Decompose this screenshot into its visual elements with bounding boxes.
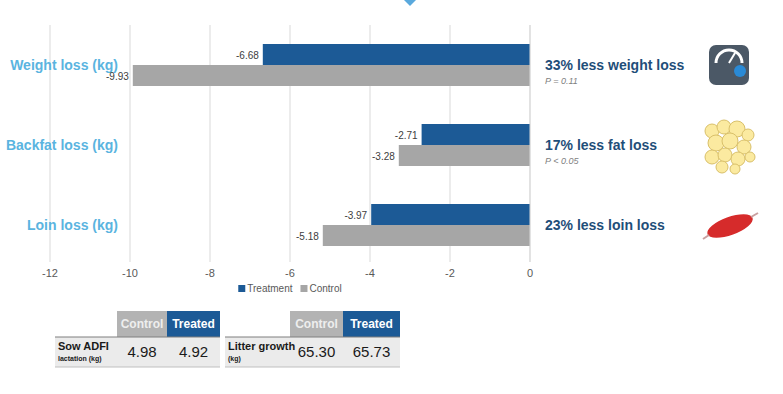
fat-cell: [745, 152, 755, 162]
header-label: Treated: [172, 317, 215, 331]
chart: -12 -10 -8 -6 -4 -2 0 Weight loss (kg) -6.68 -9.9…: [0, 0, 783, 394]
cell-value: 65.30: [298, 343, 336, 360]
row-rule: [55, 337, 220, 338]
data-label: -5.18: [296, 231, 319, 242]
grid-line: [530, 25, 531, 262]
scale-needle: [729, 53, 735, 63]
muscle-tendon: [751, 213, 758, 217]
fat-cell: [722, 133, 738, 149]
bar: [323, 225, 530, 246]
annotation: 17% less fat loss: [545, 137, 657, 153]
fat-cell: [705, 150, 719, 164]
row-rule: [55, 367, 220, 368]
bars: [133, 44, 530, 246]
row-bg: [225, 337, 400, 367]
header-label: Control: [295, 317, 338, 331]
tick-label: -8: [205, 267, 215, 279]
fat-cell: [742, 129, 754, 141]
legend: Treatment Control: [238, 283, 341, 294]
cell-value: 4.98: [127, 343, 156, 360]
header-cell: [290, 311, 343, 337]
bar: [133, 65, 530, 86]
bar: [399, 145, 530, 166]
table: Control Treated Sow ADFI lactation (kg) 4.98…: [55, 311, 220, 367]
scale-badge: [734, 65, 746, 77]
fat-cell: [716, 161, 728, 173]
header-cell: [167, 311, 220, 337]
legend-swatch: [300, 285, 307, 292]
fat-cell: [718, 148, 732, 162]
category-label: Backfat loss (kg): [6, 137, 118, 153]
tick-label: -2: [445, 267, 455, 279]
row-bg: [55, 337, 220, 367]
bar: [371, 204, 530, 225]
row-rule: [225, 367, 400, 368]
tick-label: -4: [365, 267, 375, 279]
data-label: -2.71: [395, 130, 418, 141]
muscle-icon: [704, 209, 755, 242]
top-marker: [404, 0, 416, 6]
header-cell: [343, 311, 400, 337]
legend-swatch: [238, 285, 245, 292]
category-label: Weight loss (kg): [10, 57, 118, 73]
tick-label: 0: [527, 267, 533, 279]
cell-value: 4.92: [179, 343, 208, 360]
table: Control Treated Litter growth (kg) 65.30 65.7…: [225, 311, 400, 367]
tick-label: -12: [42, 267, 58, 279]
header-label: Treated: [350, 317, 393, 331]
bar: [263, 44, 530, 65]
category-label: Loin loss (kg): [27, 217, 118, 233]
annotation-note: P = 0.11: [545, 76, 578, 86]
header-cell: [117, 311, 167, 337]
row-label: Litter growth: [228, 340, 295, 352]
row-label: Sow ADFI: [58, 340, 109, 352]
legend-label: Treatment: [247, 283, 292, 294]
cell-value: 65.73: [353, 343, 391, 360]
legend-label: Control: [309, 283, 341, 294]
icons: [703, 45, 758, 243]
bar: [422, 124, 530, 145]
tick-label: -10: [122, 267, 138, 279]
muscle-tendon: [703, 235, 709, 239]
grid-line: [130, 25, 131, 262]
grid-line: [210, 25, 211, 262]
tick-label: -6: [285, 267, 295, 279]
data-label: -3.28: [372, 151, 395, 162]
row-rule: [225, 337, 400, 338]
annotation: 23% less loin loss: [545, 217, 665, 233]
header-label: Control: [121, 317, 164, 331]
row-unit: lactation (kg): [58, 355, 102, 363]
fat-cell: [730, 164, 740, 174]
annotation: 33% less weight loss: [545, 57, 684, 73]
data-label: -9.93: [106, 71, 129, 82]
scale-icon: [709, 45, 749, 85]
grid: [50, 25, 530, 262]
data-label: -3.97: [344, 210, 367, 221]
row-unit: (kg): [228, 355, 241, 363]
zero-line: [530, 25, 531, 262]
scale-gauge: [716, 50, 742, 63]
data-label: -6.68: [236, 50, 259, 61]
annotation-note: P < 0.05: [545, 156, 579, 166]
